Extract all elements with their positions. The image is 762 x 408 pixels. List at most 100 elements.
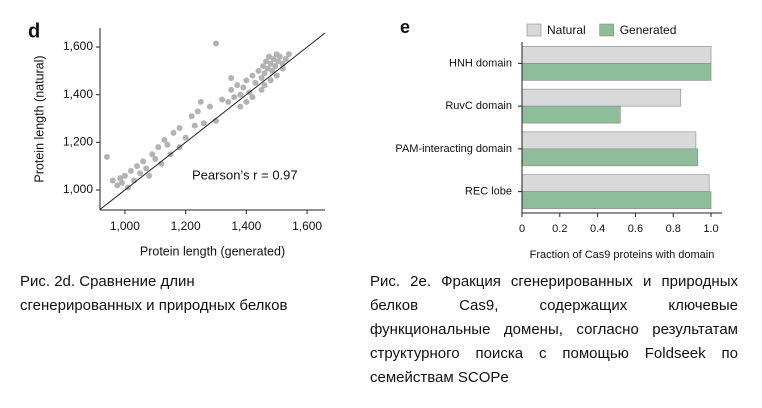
point <box>240 84 247 91</box>
point <box>225 98 232 105</box>
point <box>266 53 273 60</box>
category-label: PAM-interacting domain <box>395 143 512 155</box>
point <box>228 75 235 82</box>
x-tick-label: 0.4 <box>590 223 605 235</box>
point <box>155 144 162 151</box>
point <box>164 141 171 148</box>
point <box>273 72 280 79</box>
point <box>194 108 201 115</box>
point <box>261 82 268 89</box>
point <box>146 172 153 179</box>
point <box>249 94 256 101</box>
point <box>109 177 116 184</box>
x-axis-label: Protein length (generated) <box>140 244 285 258</box>
caption: Рис. 2e. Фракция сгенерированных и приро… <box>370 273 738 386</box>
bar <box>521 191 712 209</box>
point <box>231 94 238 101</box>
point <box>197 98 204 105</box>
figure: d 1,000 1,200 1,400 1,600 1,000 1,200 1,400 1,60… <box>28 17 722 261</box>
point <box>176 125 183 132</box>
point <box>206 103 213 110</box>
bar <box>521 88 682 107</box>
x-tick-label: 0.2 <box>552 223 567 235</box>
legend-swatch <box>526 23 542 37</box>
point <box>267 77 274 84</box>
point <box>258 75 265 82</box>
point <box>237 91 244 98</box>
category-label: RuvC domain <box>445 100 512 112</box>
point <box>182 134 189 141</box>
bar <box>521 105 621 124</box>
x-tick-label: 1.0 <box>703 223 718 235</box>
panel-label: e <box>400 17 410 37</box>
point <box>134 163 141 170</box>
bar <box>521 63 712 81</box>
point <box>260 63 267 70</box>
point <box>252 79 259 86</box>
annotation: Pearson’s r = 0.97 <box>192 167 298 182</box>
x-tick-label: 1,200 <box>171 219 201 233</box>
point <box>285 51 292 58</box>
point <box>143 165 150 172</box>
category-label: HNH domain <box>449 57 512 69</box>
point <box>234 82 241 89</box>
bar <box>521 131 697 150</box>
bar <box>521 174 710 192</box>
point <box>282 55 289 62</box>
point <box>228 86 235 93</box>
point <box>276 53 283 60</box>
point <box>200 120 207 127</box>
bar <box>521 46 712 64</box>
point <box>270 55 277 62</box>
x-tick-label: 0.6 <box>628 223 643 235</box>
x-tick-label: 1,400 <box>231 219 261 233</box>
point <box>261 70 268 77</box>
point <box>118 179 125 186</box>
point <box>103 153 110 160</box>
y-tick-label: 1,600 <box>63 39 93 53</box>
legend-label: Generated <box>620 23 677 37</box>
point <box>264 65 271 72</box>
y-tick-label: 1,200 <box>63 135 93 149</box>
y-axis-label: Protein length (natural) <box>32 55 46 182</box>
point <box>237 103 244 110</box>
point <box>149 151 156 158</box>
point <box>121 172 128 179</box>
point <box>152 156 159 163</box>
point <box>161 136 168 143</box>
y-tick-label: 1,000 <box>63 182 93 196</box>
point <box>258 86 265 93</box>
point <box>267 60 274 67</box>
caption: Рис. 2d. Сравнение длин сгенерированных … <box>20 273 288 314</box>
x-tick-label: 0.8 <box>666 223 681 235</box>
point <box>188 113 195 120</box>
point <box>243 77 250 84</box>
legend-label: Natural <box>547 23 586 37</box>
point <box>263 58 270 65</box>
identity-line <box>99 32 326 210</box>
point <box>243 98 250 105</box>
point <box>117 175 124 182</box>
point <box>275 58 282 65</box>
x-tick-label: 1,600 <box>292 219 322 233</box>
point <box>272 63 279 70</box>
bar <box>521 148 699 167</box>
point <box>170 129 177 136</box>
point <box>140 158 147 165</box>
point <box>255 67 262 74</box>
x-tick-label: 0 <box>519 223 525 235</box>
y-tick-label: 1,400 <box>63 87 93 101</box>
x-axis-label: Fraction of Cas9 proteins with domain <box>530 249 715 261</box>
point <box>191 122 198 129</box>
panel-label: d <box>28 20 40 42</box>
point <box>219 96 226 103</box>
x-tick-label: 1,000 <box>110 219 140 233</box>
point <box>114 182 121 189</box>
category-label: REC lobe <box>465 186 512 198</box>
point <box>269 67 276 74</box>
point <box>137 170 144 177</box>
point <box>212 40 219 47</box>
point <box>127 167 134 174</box>
point <box>249 72 256 79</box>
